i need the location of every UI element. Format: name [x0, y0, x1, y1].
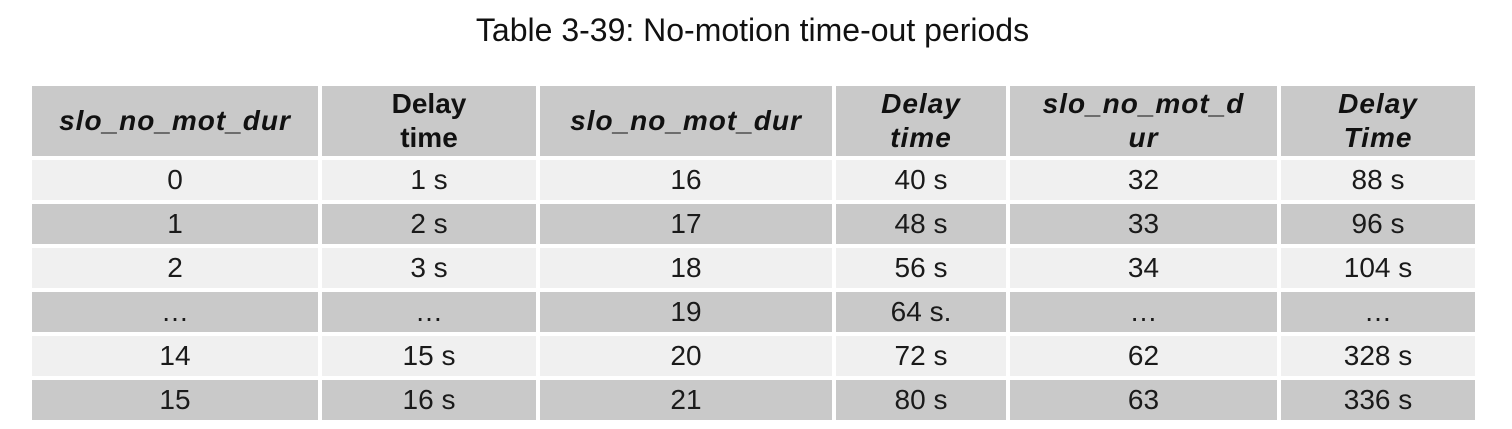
- table-cell: 96 s: [1281, 204, 1475, 244]
- table-cell: 88 s: [1281, 160, 1475, 200]
- table-cell: 20: [540, 336, 832, 376]
- table-cell: …: [1010, 292, 1277, 332]
- table-cell: 64 s.: [836, 292, 1006, 332]
- table-cell: 62: [1010, 336, 1277, 376]
- no-motion-timeout-table: slo_no_mot_dur Delay time slo_no_mot_dur…: [28, 82, 1479, 424]
- table-cell: 336 s: [1281, 380, 1475, 420]
- table-cell: …: [1281, 292, 1475, 332]
- table-cell: …: [322, 292, 536, 332]
- table-cell: 32: [1010, 160, 1277, 200]
- table-cell: 3 s: [322, 248, 536, 288]
- table-cell: 328 s: [1281, 336, 1475, 376]
- header-slo-no-mot-dur-2: slo_no_mot_dur: [540, 86, 832, 156]
- header-slo-no-mot-dur-3: slo_no_mot_d ur: [1010, 86, 1277, 156]
- table-cell: 2 s: [322, 204, 536, 244]
- header-delay-time-3: Delay Time: [1281, 86, 1475, 156]
- table-cell: 63: [1010, 380, 1277, 420]
- table-cell: 104 s: [1281, 248, 1475, 288]
- table-caption: Table 3-39: No-motion time-out periods: [475, 12, 1030, 48]
- table-cell: 1: [32, 204, 318, 244]
- table-cell: 2: [32, 248, 318, 288]
- table-cell: 18: [540, 248, 832, 288]
- table-row: 15 16 s 21 80 s 63 336 s: [32, 380, 1475, 420]
- table-row: 0 1 s 16 40 s 32 88 s: [32, 160, 1475, 200]
- table-cell: 15 s: [322, 336, 536, 376]
- table-cell: 19: [540, 292, 832, 332]
- header-delay-time-1: Delay time: [322, 86, 536, 156]
- table-cell: …: [32, 292, 318, 332]
- table-cell: 48 s: [836, 204, 1006, 244]
- header-row: slo_no_mot_dur Delay time slo_no_mot_dur…: [32, 86, 1475, 156]
- table-row: 1 2 s 17 48 s 33 96 s: [32, 204, 1475, 244]
- table-cell: 56 s: [836, 248, 1006, 288]
- table-cell: 1 s: [322, 160, 536, 200]
- table-cell: 17: [540, 204, 832, 244]
- table-cell: 80 s: [836, 380, 1006, 420]
- table-row: … … 19 64 s. … …: [32, 292, 1475, 332]
- table-row: 2 3 s 18 56 s 34 104 s: [32, 248, 1475, 288]
- table-cell: 72 s: [836, 336, 1006, 376]
- table-cell: 14: [32, 336, 318, 376]
- table-cell: 40 s: [836, 160, 1006, 200]
- table-cell: 21: [540, 380, 832, 420]
- table-cell: 16: [540, 160, 832, 200]
- table-cell: 33: [1010, 204, 1277, 244]
- table-row: 14 15 s 20 72 s 62 328 s: [32, 336, 1475, 376]
- table-cell: 16 s: [322, 380, 536, 420]
- table-cell: 15: [32, 380, 318, 420]
- table-cell: 0: [32, 160, 318, 200]
- table-cell: 34: [1010, 248, 1277, 288]
- header-delay-time-2: Delay time: [836, 86, 1006, 156]
- header-slo-no-mot-dur-1: slo_no_mot_dur: [32, 86, 318, 156]
